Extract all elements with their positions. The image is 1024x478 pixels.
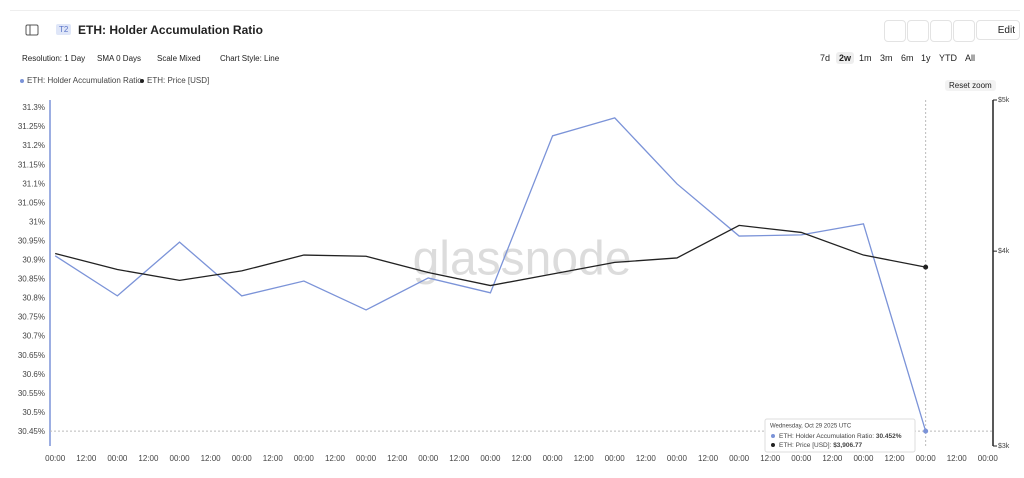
star-button[interactable] bbox=[884, 20, 906, 42]
y-tick-label: 31.3% bbox=[22, 103, 45, 112]
y-tick-label: 31.05% bbox=[18, 198, 45, 207]
x-tick-label: 00:00 bbox=[729, 454, 750, 463]
y-tick-label: 30.75% bbox=[18, 313, 45, 322]
range-button[interactable]: YTD bbox=[939, 53, 957, 63]
y-tick-label: 30.7% bbox=[22, 332, 45, 341]
legend-marker bbox=[20, 79, 24, 83]
x-tick-label: 12:00 bbox=[201, 454, 222, 463]
dropdown[interactable]: SMA 0 Days bbox=[97, 54, 142, 63]
tooltip bbox=[764, 418, 916, 453]
y-tick-label: 30.65% bbox=[18, 351, 45, 360]
hover-point bbox=[923, 264, 929, 270]
x-tick-label: 00:00 bbox=[232, 454, 253, 463]
tooltip-value: $3,906.77 bbox=[833, 442, 862, 449]
range-button[interactable]: All bbox=[965, 53, 976, 63]
tooltip-value: 30.452% bbox=[876, 433, 902, 440]
x-tick-label: 00:00 bbox=[916, 454, 937, 463]
y-tick-label: 30.95% bbox=[18, 236, 45, 245]
x-tick-label: 12:00 bbox=[760, 454, 781, 463]
watermark: glassnode bbox=[413, 233, 632, 286]
y-tick-label: 30.45% bbox=[18, 427, 45, 436]
y-tick-label: 31% bbox=[29, 217, 45, 226]
tooltip-label: ETH: Holder Accumulation Ratio: bbox=[779, 433, 876, 440]
dropdown[interactable]: Scale Mixed bbox=[157, 54, 201, 63]
dropdown[interactable]: Chart Style: Line bbox=[220, 54, 280, 63]
top-border bbox=[10, 10, 1020, 11]
y-tick-label: 31.2% bbox=[22, 141, 45, 150]
tooltip-label: ETH: Price [USD]: bbox=[779, 442, 833, 449]
copy-button[interactable] bbox=[953, 20, 975, 42]
range-button[interactable]: 1m bbox=[859, 53, 872, 63]
reset-zoom[interactable]: Reset zoom bbox=[945, 80, 996, 91]
x-tick-label: 00:00 bbox=[667, 454, 688, 463]
y-tick-label: 30.9% bbox=[22, 256, 45, 265]
share-button[interactable] bbox=[930, 20, 952, 42]
edit-button[interactable]: Edit bbox=[976, 20, 1020, 40]
range-button[interactable]: 7d bbox=[820, 53, 831, 63]
x-tick-label: 12:00 bbox=[885, 454, 906, 463]
dropdown[interactable]: Resolution: 1 Day bbox=[22, 54, 86, 63]
tooltip-line: ETH: Holder Accumulation Ratio: 30.452% bbox=[779, 433, 902, 440]
y-tick-label: 30.85% bbox=[18, 275, 45, 284]
legend-marker bbox=[140, 79, 144, 83]
y-tick-label: 31.15% bbox=[18, 160, 45, 169]
tooltip-marker bbox=[771, 443, 775, 447]
title: ETH: Holder Accumulation Ratio bbox=[78, 23, 263, 37]
x-tick-label: 12:00 bbox=[698, 454, 719, 463]
y-tick-label: 31.1% bbox=[22, 179, 45, 188]
badge: T2 bbox=[56, 24, 72, 35]
y-tick-label: 31.25% bbox=[18, 122, 45, 131]
range-button[interactable]: 3m bbox=[880, 53, 893, 63]
x-tick-label: 00:00 bbox=[418, 454, 439, 463]
y2-tick-label: $3k bbox=[998, 443, 1010, 450]
x-tick-label: 00:00 bbox=[978, 454, 999, 463]
series-line bbox=[54, 117, 927, 432]
range-button[interactable]: 1y bbox=[921, 53, 931, 63]
x-tick-label: 00:00 bbox=[605, 454, 626, 463]
x-tick-label: 12:00 bbox=[263, 454, 284, 463]
alert-button[interactable] bbox=[907, 20, 929, 42]
x-tick-label: 00:00 bbox=[45, 454, 66, 463]
hover-point bbox=[923, 428, 929, 434]
y-tick-label: 30.5% bbox=[22, 408, 45, 417]
x-tick-label: 00:00 bbox=[107, 454, 128, 463]
range-button[interactable]: 6m bbox=[901, 53, 914, 63]
x-tick-label: 12:00 bbox=[636, 454, 657, 463]
tooltip-marker bbox=[771, 434, 775, 438]
series-line bbox=[55, 224, 926, 287]
x-tick-label: 00:00 bbox=[853, 454, 874, 463]
x-tick-label: 12:00 bbox=[387, 454, 408, 463]
x-tick-label: 12:00 bbox=[138, 454, 159, 463]
y-tick-label: 30.6% bbox=[22, 370, 45, 379]
sidebar-toggle[interactable] bbox=[25, 24, 41, 38]
x-tick-label: 00:00 bbox=[356, 454, 377, 463]
y2-tick-label: $4k bbox=[998, 248, 1010, 255]
y-tick-label: 30.8% bbox=[22, 294, 45, 303]
x-tick-label: 12:00 bbox=[76, 454, 97, 463]
x-tick-label: 00:00 bbox=[170, 454, 191, 463]
x-tick-label: 00:00 bbox=[543, 454, 564, 463]
y-tick-label: 30.55% bbox=[18, 389, 45, 398]
x-tick-label: 00:00 bbox=[480, 454, 501, 463]
range-button[interactable]: 2w bbox=[836, 52, 855, 64]
tooltip-line: ETH: Price [USD]: $3,906.77 bbox=[779, 442, 862, 449]
x-tick-label: 12:00 bbox=[449, 454, 470, 463]
x-tick-label: 12:00 bbox=[325, 454, 346, 463]
x-tick-label: 00:00 bbox=[294, 454, 315, 463]
x-tick-label: 12:00 bbox=[574, 454, 595, 463]
legend-label: ETH: Price [USD] bbox=[147, 76, 209, 85]
x-tick-label: 00:00 bbox=[791, 454, 812, 463]
x-tick-label: 12:00 bbox=[947, 454, 968, 463]
x-tick-label: 12:00 bbox=[511, 454, 532, 463]
tooltip-date: Wednesday, Oct 29 2025 UTC bbox=[770, 424, 852, 430]
x-tick-label: 12:00 bbox=[822, 454, 843, 463]
y2-tick-label: $5k bbox=[998, 97, 1010, 104]
legend-label: ETH: Holder Accumulation Ratio bbox=[27, 76, 142, 85]
